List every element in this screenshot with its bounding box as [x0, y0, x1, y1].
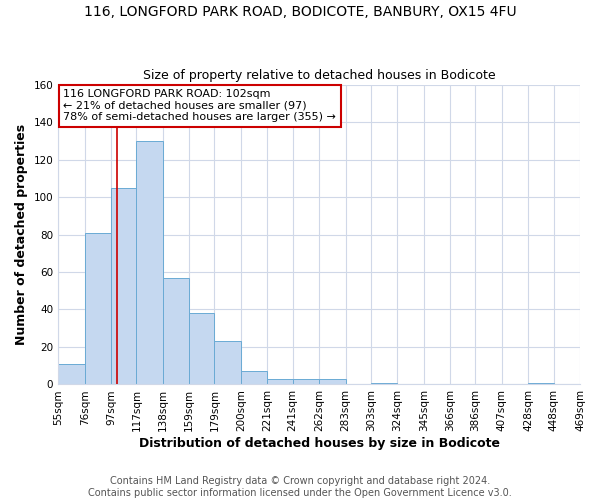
Text: 116, LONGFORD PARK ROAD, BODICOTE, BANBURY, OX15 4FU: 116, LONGFORD PARK ROAD, BODICOTE, BANBU… — [83, 5, 517, 19]
Bar — [58, 364, 85, 384]
Bar — [529, 382, 554, 384]
Bar — [111, 188, 136, 384]
Bar — [241, 372, 268, 384]
Bar — [580, 382, 600, 384]
Title: Size of property relative to detached houses in Bodicote: Size of property relative to detached ho… — [143, 69, 496, 82]
Bar — [293, 379, 319, 384]
Text: Contains HM Land Registry data © Crown copyright and database right 2024.
Contai: Contains HM Land Registry data © Crown c… — [88, 476, 512, 498]
X-axis label: Distribution of detached houses by size in Bodicote: Distribution of detached houses by size … — [139, 437, 500, 450]
Bar — [214, 342, 241, 384]
Bar — [268, 379, 293, 384]
Bar — [189, 313, 214, 384]
Y-axis label: Number of detached properties: Number of detached properties — [15, 124, 28, 345]
Bar — [319, 379, 346, 384]
Bar — [371, 382, 397, 384]
Bar — [163, 278, 189, 384]
Bar — [136, 141, 163, 384]
Text: 116 LONGFORD PARK ROAD: 102sqm
← 21% of detached houses are smaller (97)
78% of : 116 LONGFORD PARK ROAD: 102sqm ← 21% of … — [64, 89, 336, 122]
Bar — [85, 232, 111, 384]
